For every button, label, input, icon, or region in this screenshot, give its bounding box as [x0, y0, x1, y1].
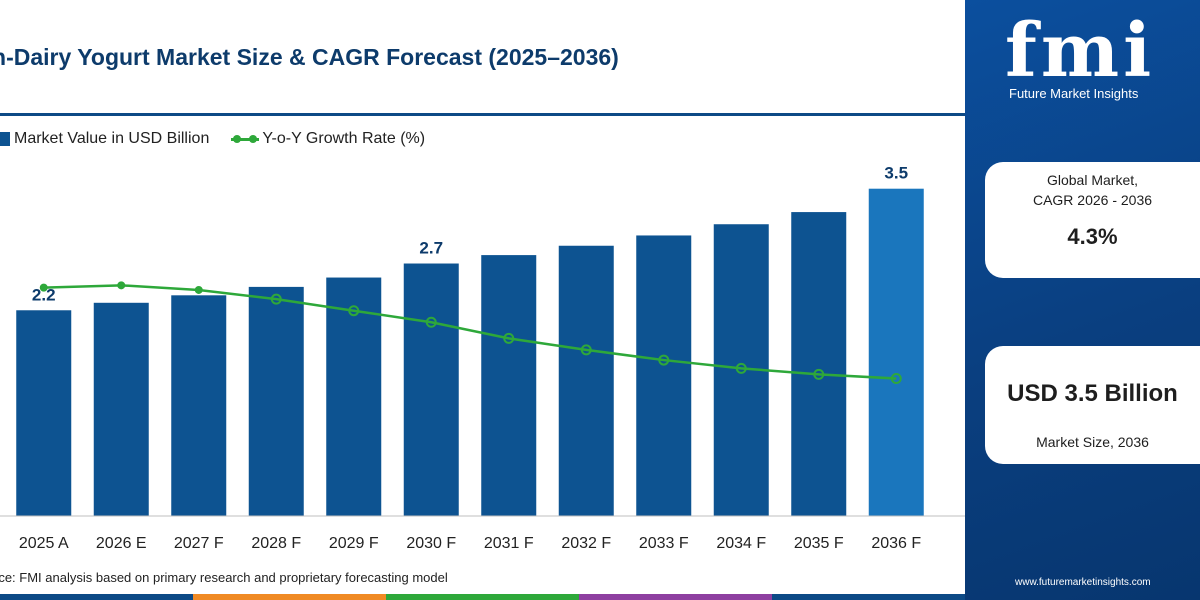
cagr-label-line1: Global Market,: [1046, 172, 1139, 188]
x-tick-label: 2029 F: [329, 535, 379, 552]
bar-2025-a: [16, 310, 72, 516]
growth-rate-point: [117, 281, 126, 290]
legend-line-swatch: [231, 132, 260, 146]
bar-data-label: 2.7: [419, 239, 443, 258]
cagr-card: Global Market, CAGR 2026 - 2036 4.3%: [985, 162, 1200, 278]
growth-rate-point: [735, 362, 747, 374]
growth-rate-point: [503, 332, 515, 344]
bar-2035-f: [791, 212, 847, 516]
cagr-label-line2: CAGR 2026 - 2036: [1032, 192, 1153, 208]
market-size-card: USD 3.5 Billion Market Size, 2036: [985, 346, 1200, 464]
footer-band-segment: [193, 594, 386, 600]
title-divider: [0, 113, 965, 116]
x-tick-label: 2027 F: [174, 535, 224, 552]
growth-rate-line: [43, 284, 897, 380]
side-panel: fmi Future Market Insights Global Market…: [965, 0, 1200, 600]
x-tick-label: 2034 F: [716, 535, 766, 552]
footer-band-segment: [579, 594, 772, 600]
bar-2033-f: [636, 235, 692, 516]
bar-2029-f: [326, 277, 382, 516]
x-tick-label: 2030 F: [406, 535, 456, 552]
logo-wordmark: fmi: [1005, 8, 1156, 94]
bar-2032-f: [558, 245, 614, 516]
fmi-logo: fmi Future Market Insights: [1005, 14, 1195, 101]
bar-2026-e: [93, 302, 149, 516]
bar-2030-f: [403, 263, 459, 516]
chart-legend: Market Value in USD Billion Y-o-Y Growth…: [0, 128, 425, 150]
website-url: www.futuremarketinsights.com: [1015, 577, 1151, 588]
bar-2031-f: [481, 255, 537, 516]
x-tick-label: 2035 F: [794, 535, 844, 552]
growth-rate-point: [580, 344, 592, 356]
legend-bar-label: Market Value in USD Billion: [14, 130, 210, 147]
x-tick-label: 2033 F: [639, 535, 689, 552]
growth-rate-point: [194, 285, 203, 294]
chart-title: on-Dairy Yogurt Market Size & CAGR Forec…: [0, 44, 619, 70]
cagr-value: 4.3%: [1067, 224, 1118, 249]
logo-subtitle: Future Market Insights: [1009, 86, 1139, 101]
growth-rate-point: [658, 354, 670, 366]
legend-line-label: Y-o-Y Growth Rate (%): [262, 130, 426, 147]
growth-rate-point: [425, 316, 437, 328]
growth-rate-point: [39, 283, 48, 292]
bar-2027-f: [171, 295, 227, 516]
footer-band-segment: [772, 594, 965, 600]
bar-data-label: 2.2: [32, 285, 56, 304]
bar-line-chart: 2.2 2.7 3.5 2025 A 2026 E 2027 F 2028 F 2029 F 2…: [0, 164, 965, 552]
growth-rate-point: [813, 368, 825, 380]
side-panel-background: [965, 0, 1200, 600]
legend-bar-swatch: [0, 132, 10, 146]
bar-2036-f: [868, 188, 924, 516]
x-tick-label: 2032 F: [561, 535, 611, 552]
source-note: rce: FMI analysis based on primary resea…: [0, 570, 448, 585]
footer-color-band: [0, 594, 965, 600]
footer-band-segment: [0, 594, 193, 600]
market-size-value: USD 3.5 Billion: [1007, 380, 1178, 407]
x-tick-label: 2026 E: [96, 535, 147, 552]
bar-2028-f: [248, 286, 304, 516]
growth-rate-point: [348, 305, 360, 317]
x-tick-label: 2025 A: [19, 535, 69, 552]
footer-band-segment: [386, 594, 579, 600]
x-tick-label: 2028 F: [251, 535, 301, 552]
bar-data-label: 3.5: [884, 164, 908, 183]
x-tick-label: 2031 F: [484, 535, 534, 552]
x-tick-label: 2036 F: [871, 535, 921, 552]
market-size-label: Market Size, 2036: [1036, 434, 1149, 450]
growth-rate-point: [890, 373, 902, 385]
growth-rate-point: [270, 293, 282, 305]
cagr-card-label: Global Market, CAGR 2026 - 2036: [985, 170, 1200, 210]
chart-area: on-Dairy Yogurt Market Size & CAGR Forec…: [0, 44, 965, 600]
